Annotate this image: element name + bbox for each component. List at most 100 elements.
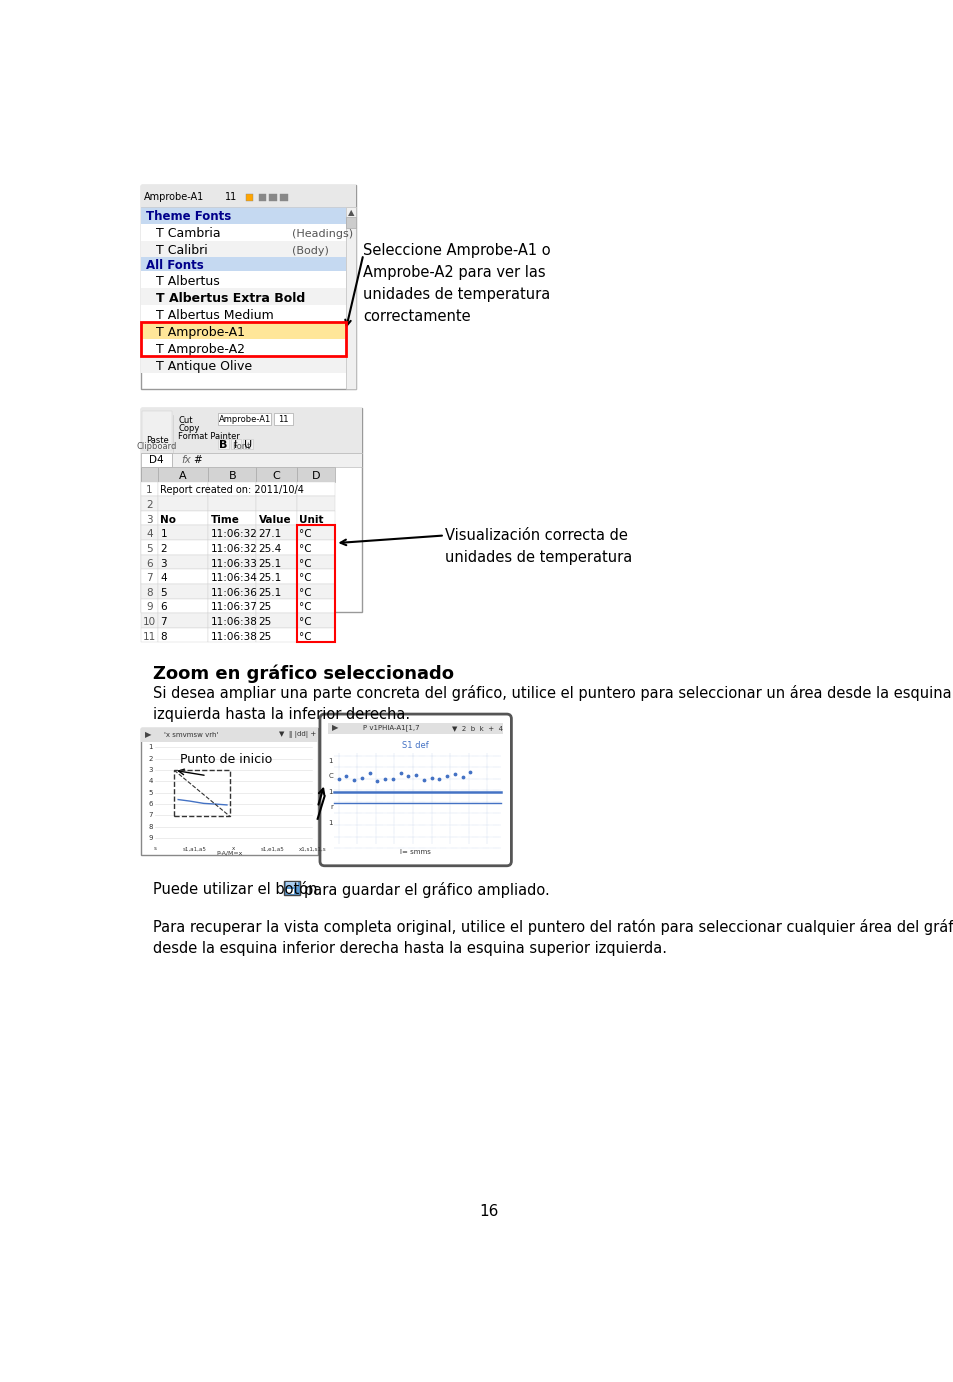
Text: 11:06:32: 11:06:32 (211, 529, 257, 539)
Text: P v1PHIA-A1[1,7: P v1PHIA-A1[1,7 (363, 724, 419, 731)
Text: s1,a1,a5: s1,a1,a5 (182, 846, 206, 851)
Text: 11:06:38: 11:06:38 (211, 618, 257, 627)
Bar (208, 467, 256, 481)
Text: Zoom en gráfico seleccionado: Zoom en gráfico seleccionado (152, 665, 453, 683)
Text: P-A/M=x: P-A/M=x (216, 850, 242, 855)
Bar (258, 193, 266, 202)
Bar (141, 289, 345, 305)
Point (361, 761, 376, 784)
Bar (286, 882, 298, 887)
Text: Puede utilizar el botón: Puede utilizar el botón (152, 882, 316, 897)
Text: 5: 5 (148, 789, 152, 796)
Bar (208, 525, 256, 540)
Text: T Amprobe-A1: T Amprobe-A1 (156, 326, 245, 339)
Bar (208, 511, 256, 525)
Point (400, 764, 416, 786)
Text: °C: °C (298, 603, 312, 612)
Text: (Headings): (Headings) (292, 228, 353, 239)
Bar (158, 585, 208, 598)
Text: Font: Font (233, 442, 251, 452)
Text: T Calibri: T Calibri (156, 245, 208, 257)
Text: 1: 1 (328, 820, 333, 825)
Text: 8: 8 (148, 824, 152, 829)
Bar (158, 481, 208, 496)
Bar (296, 481, 335, 496)
Text: 16: 16 (478, 1204, 498, 1219)
Text: 1: 1 (146, 485, 152, 495)
Text: Report created on: 2011/10/4: Report created on: 2011/10/4 (159, 485, 303, 495)
Bar (141, 598, 158, 614)
Bar (296, 569, 335, 585)
Bar (141, 453, 361, 467)
Bar (296, 627, 335, 643)
FancyBboxPatch shape (319, 714, 511, 865)
Point (385, 768, 400, 791)
Text: °C: °C (298, 529, 312, 539)
Text: C: C (328, 774, 333, 779)
Text: D: D (312, 471, 320, 481)
Bar (141, 585, 158, 598)
Bar (208, 598, 256, 614)
Bar (296, 525, 335, 643)
Text: 4: 4 (148, 778, 152, 785)
Text: 7: 7 (160, 618, 167, 627)
Text: 11:06:33: 11:06:33 (211, 558, 257, 568)
Bar (141, 409, 361, 612)
Bar (256, 598, 296, 614)
Text: Si desea ampliar una parte concreta del gráfico, utilice el puntero para selecci: Si desea ampliar una parte concreta del … (152, 685, 953, 721)
Text: Amprobe-A1: Amprobe-A1 (144, 192, 204, 202)
Text: 1: 1 (328, 759, 333, 764)
Text: para guardar el gráfico ampliado.: para guardar el gráfico ampliado. (304, 882, 550, 898)
Text: Theme Fonts: Theme Fonts (146, 210, 231, 223)
Point (370, 770, 385, 792)
Text: 1: 1 (328, 789, 333, 795)
Point (439, 764, 455, 786)
Bar (256, 540, 296, 554)
Bar (141, 569, 158, 585)
Bar (141, 322, 345, 339)
Bar (208, 569, 256, 585)
Text: U: U (244, 439, 253, 449)
Text: T Albertus Extra Bold: T Albertus Extra Bold (156, 292, 305, 305)
Bar (141, 305, 345, 322)
Bar (256, 569, 296, 585)
Bar (296, 598, 335, 614)
Bar (296, 525, 335, 540)
Text: 'x smvmsw vrh': 'x smvmsw vrh' (164, 732, 218, 738)
Bar (141, 511, 158, 525)
Point (423, 767, 438, 789)
Bar (208, 540, 256, 554)
Text: Format Painter: Format Painter (178, 431, 240, 441)
Text: Clipboard: Clipboard (136, 442, 176, 452)
Point (346, 768, 361, 791)
Point (408, 764, 423, 786)
Bar (208, 614, 256, 627)
Text: r: r (330, 804, 333, 810)
Text: 4: 4 (146, 529, 152, 539)
Bar (296, 585, 335, 598)
Point (354, 767, 369, 789)
Bar (208, 585, 256, 598)
Text: 11: 11 (278, 415, 289, 424)
Bar (256, 585, 296, 598)
Bar (158, 598, 208, 614)
Text: Amprobe-A1: Amprobe-A1 (218, 415, 271, 424)
Text: 6: 6 (160, 603, 167, 612)
Text: T Cambria: T Cambria (156, 227, 221, 240)
Text: ▶: ▶ (332, 723, 338, 732)
Bar (141, 240, 345, 257)
Bar (141, 481, 158, 496)
Text: I= smms: I= smms (400, 849, 431, 855)
Bar (158, 540, 208, 554)
Bar (269, 193, 276, 202)
Text: I: I (234, 439, 237, 449)
Bar (158, 511, 208, 525)
Text: °C: °C (298, 632, 312, 641)
Text: #: # (193, 455, 202, 464)
Text: x1,s1,s1,s: x1,s1,s1,s (298, 846, 326, 851)
Text: 11:06:37: 11:06:37 (211, 603, 257, 612)
Text: T Albertus: T Albertus (156, 275, 220, 287)
Text: 5: 5 (146, 545, 152, 554)
Bar (141, 322, 345, 357)
Bar (256, 554, 296, 569)
